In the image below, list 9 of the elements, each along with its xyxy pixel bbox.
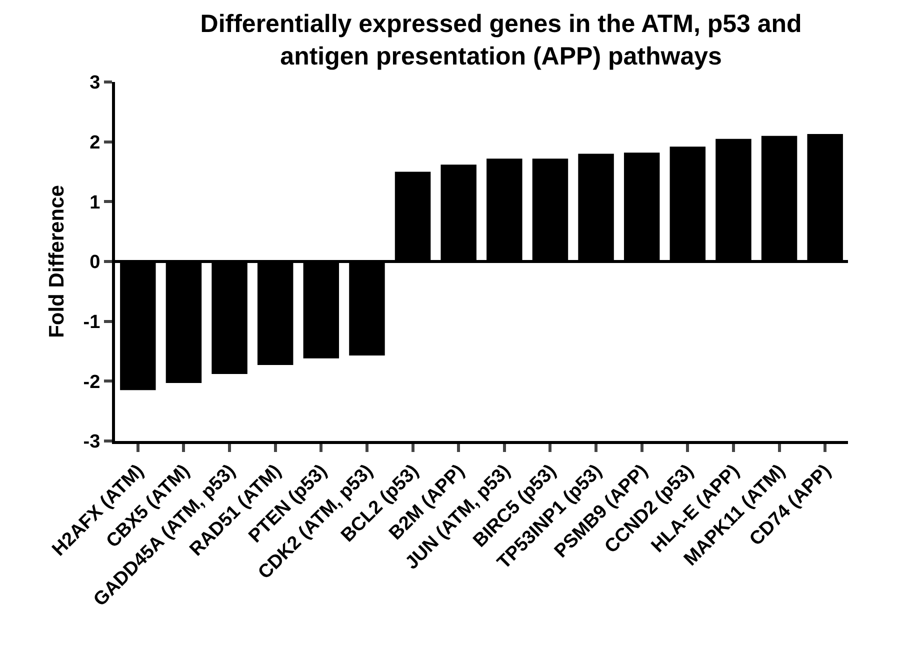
y-tick-label: -3 [83,432,100,453]
y-tick-label: -1 [83,312,101,333]
y-tick-label: 1 [90,192,101,214]
chart-title: Differentially expressed genes in the ATM, p53 and antigen presentation (APP) pathways [200,10,802,71]
y-axis-title: Fold Difference [45,185,68,338]
y-tick-label: -2 [83,372,100,393]
y-tick-label: 2 [90,132,100,154]
y-tick-label: 0 [90,252,100,274]
y-tick-label: 3 [90,72,100,94]
